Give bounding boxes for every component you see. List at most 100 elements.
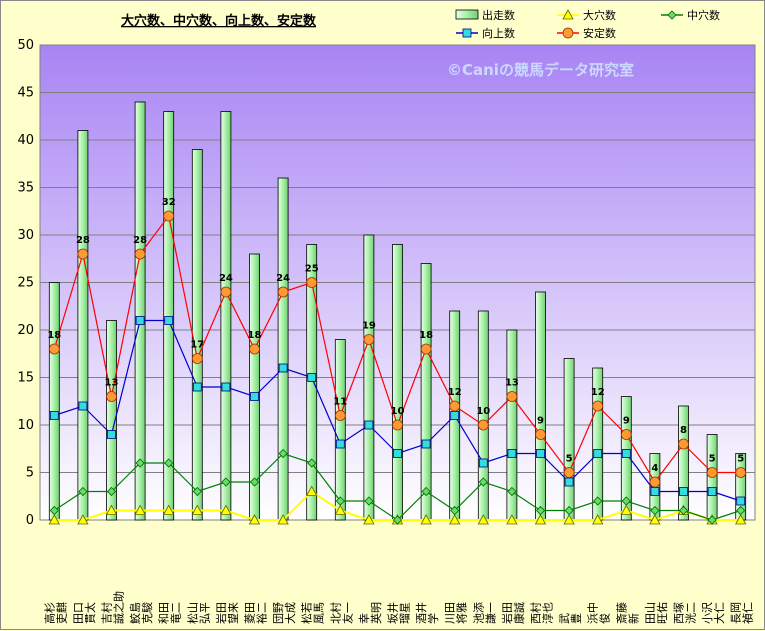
x-tick-label: 北村友一 — [328, 602, 354, 624]
series-point — [77, 514, 89, 525]
series-point — [506, 391, 518, 402]
data-label: 4 — [651, 463, 658, 474]
bar — [306, 244, 318, 521]
series-point — [593, 496, 603, 506]
series-point — [564, 505, 574, 516]
x-tick-text: 酒井学 — [414, 602, 440, 624]
legend-swatch — [455, 9, 479, 20]
series-point — [649, 476, 661, 488]
y-tick-label: 35 — [17, 181, 34, 196]
y-tick-label: 5 — [26, 466, 34, 481]
series-point — [450, 505, 460, 516]
bar — [334, 339, 346, 521]
series-point — [449, 514, 461, 525]
series-point — [706, 467, 718, 478]
data-label: 19 — [362, 321, 376, 332]
series-point — [249, 477, 260, 487]
bar — [134, 101, 146, 521]
y-axis: 0 5 10 15 20 25 30 35 40 45 50 — [17, 38, 34, 528]
bar — [420, 263, 432, 521]
data-label: 9 — [537, 416, 544, 427]
series-point — [364, 420, 374, 430]
series-point — [77, 248, 89, 260]
series-point — [134, 248, 146, 260]
x-tick-label: 岩田康誠 — [500, 602, 526, 624]
x-tick-text: 田山旺佑 — [644, 602, 669, 624]
legend-item: 向上数 — [456, 26, 515, 40]
series-point — [707, 515, 717, 525]
series-point — [592, 400, 604, 412]
x-tick-label: 武豊 — [558, 613, 583, 624]
series-point — [335, 496, 345, 506]
series-point — [278, 363, 288, 373]
x-tick-label: 長岡禎仁 — [730, 602, 755, 624]
data-label: 9 — [623, 416, 630, 427]
series-point — [678, 438, 689, 450]
x-tick-label: 岩田望来 — [214, 602, 240, 624]
series-point — [420, 343, 432, 355]
series-point — [678, 505, 689, 516]
x-tick-text: 高杉吏麒 — [42, 602, 68, 624]
x-tick-text: 松山弘平 — [185, 602, 211, 624]
x-tick-text: 坂井瑠星 — [386, 602, 412, 624]
data-label: 32 — [162, 197, 176, 208]
bar — [77, 130, 89, 521]
series-point — [49, 411, 59, 420]
data-label: 8 — [680, 425, 687, 436]
data-label: 24 — [276, 273, 290, 284]
series-point — [307, 458, 317, 468]
chart-title: 大穴数、中穴数、向上数、安定数 — [121, 13, 317, 29]
series-point — [736, 505, 746, 516]
x-tick-label: 田山旺佑 — [644, 602, 669, 624]
legend-item: 中穴数 — [661, 8, 720, 22]
x-tick-text: 池添謙一 — [471, 602, 497, 624]
data-label: 13 — [105, 378, 119, 389]
x-tick-text: 田口貫太 — [72, 602, 97, 624]
series-point — [477, 419, 489, 431]
series-point — [163, 210, 175, 222]
series-point — [621, 449, 631, 458]
series-point — [477, 514, 489, 525]
data-label: 18 — [47, 330, 61, 341]
series-point — [164, 458, 174, 468]
x-tick-text: 団野大成 — [272, 602, 297, 624]
series-point — [563, 467, 575, 478]
x-tick-label: 西塚洸二 — [673, 602, 698, 624]
bar — [277, 177, 289, 521]
x-tick-text: 岩田康誠 — [500, 602, 526, 624]
series-point — [192, 486, 202, 497]
series-point — [736, 496, 746, 506]
data-label: 10 — [391, 406, 405, 417]
series-point — [277, 514, 289, 525]
x-tick-text: 浜中俊 — [587, 602, 612, 624]
series-point — [250, 392, 259, 401]
series-point — [620, 429, 632, 440]
series-point — [620, 504, 632, 515]
x-tick-text: 菱田裕二 — [244, 602, 269, 624]
series-point — [563, 514, 575, 525]
x-axis: 高杉吏麒 田口貫太 吉村誠之助 鮫島克駿 和田竜二 松山弘平 岩田望来 菱田裕二 団野大成 松若風… — [42, 591, 754, 624]
legend-label: 中穴数 — [687, 8, 720, 22]
y-tick-label: 15 — [17, 371, 34, 386]
x-tick-text: 幸英明 — [358, 602, 383, 624]
series-point — [335, 439, 345, 449]
series-point — [392, 515, 403, 525]
x-tick-text: 西村淳也 — [529, 602, 555, 624]
bar — [220, 111, 232, 521]
series-point — [535, 429, 546, 440]
series-point — [306, 277, 318, 288]
series-point — [106, 391, 117, 402]
data-label: 25 — [305, 264, 319, 275]
legend-label: 出走数 — [482, 8, 515, 22]
series-point — [535, 505, 546, 516]
line-series — [48, 210, 747, 525]
x-tick-text: 武豊 — [558, 613, 583, 624]
series-point — [220, 286, 232, 298]
x-tick-label: 鮫島克駿 — [128, 602, 154, 624]
legend-label: 大穴数 — [583, 8, 616, 22]
y-tick-label: 30 — [17, 228, 34, 243]
x-tick-text: 小沢大仁 — [700, 602, 726, 624]
series-point — [621, 496, 631, 506]
series-point — [450, 411, 460, 420]
